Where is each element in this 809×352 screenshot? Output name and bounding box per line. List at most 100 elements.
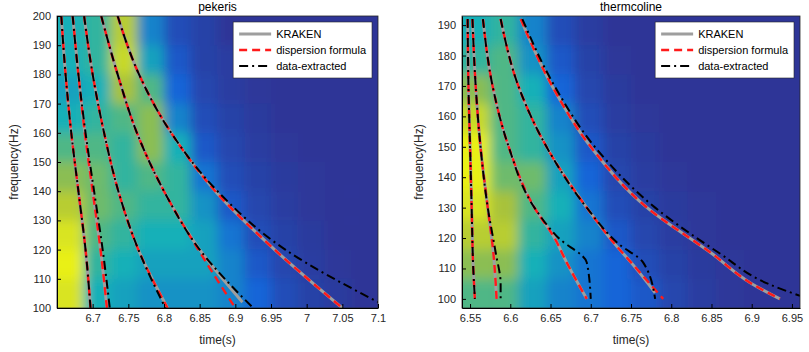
heatmap-cell <box>547 45 576 75</box>
x-tick-label: 6.95 <box>782 312 803 324</box>
heatmap-cell <box>137 45 164 75</box>
heatmap-cell <box>659 250 688 280</box>
y-tick: 190 <box>33 39 61 51</box>
legend-swatch <box>239 33 271 36</box>
panel: 6.556.66.656.76.756.86.856.96.9510011012… <box>412 0 809 347</box>
heatmap-cell <box>325 162 352 192</box>
heatmap-cell <box>631 104 660 134</box>
legend-swatch <box>239 49 271 51</box>
heatmap-cell <box>631 74 660 104</box>
legend: KRAKEN dispersion formula data-extracted <box>233 22 372 78</box>
heatmap-cell <box>631 133 660 163</box>
legend-label: data-extracted <box>276 60 346 72</box>
heatmap-cell <box>218 104 245 134</box>
y-tick-label: 150 <box>438 141 456 153</box>
heatmap-cell <box>659 162 688 192</box>
heatmap-cell <box>687 279 716 308</box>
y-tick-label: 120 <box>33 244 51 256</box>
heatmap-cell <box>659 74 688 104</box>
x-tick: 7 <box>304 304 310 324</box>
mode-curve <box>501 19 664 299</box>
heatmap-cell <box>603 133 632 163</box>
legend-label: dispersion formula <box>276 44 367 56</box>
heatmap-cell <box>518 279 547 308</box>
y-tick-mark <box>57 45 61 46</box>
y-tick: 150 <box>438 141 466 153</box>
mode-curve <box>483 19 587 299</box>
y-tick-mark <box>57 308 61 309</box>
heatmap-cell <box>218 133 245 163</box>
heatmap-cell <box>744 104 773 134</box>
x-tick-label: 6.75 <box>621 312 642 324</box>
heatmap-cell <box>575 74 604 104</box>
x-tick-mark <box>307 304 308 308</box>
heatmap-cell <box>111 133 138 163</box>
x-tick: 7.05 <box>332 304 353 324</box>
heatmap-cell <box>298 162 325 192</box>
y-tick: 150 <box>33 156 61 168</box>
heatmap-cell <box>659 191 688 221</box>
x-tick-mark <box>631 304 632 308</box>
mode-curve <box>521 19 780 299</box>
legend-item: dispersion formula <box>661 44 789 56</box>
y-axis-line <box>462 17 463 309</box>
y-tick-label: 170 <box>438 80 456 92</box>
x-tick-mark <box>342 304 343 308</box>
x-tick: 6.7 <box>86 304 101 324</box>
heatmap-cell <box>772 74 800 104</box>
legend-box <box>655 22 794 78</box>
heatmap-cell <box>659 104 688 134</box>
heatmap-cell <box>164 250 191 280</box>
plot-frame <box>57 16 378 308</box>
heatmap-cell <box>547 16 576 46</box>
heatmap-cell <box>744 133 773 163</box>
x-tick-mark <box>591 304 592 308</box>
y-tick-mark <box>57 250 61 251</box>
mode-curve <box>472 19 496 299</box>
heatmap-cell <box>659 133 688 163</box>
heatmap-cell <box>137 133 164 163</box>
plot-frame <box>462 16 800 308</box>
x-tick: 6.7 <box>584 304 599 324</box>
x-tick: 6.95 <box>261 304 282 324</box>
heatmap-cell <box>111 279 138 308</box>
heatmap-cell <box>351 250 378 280</box>
heatmap-cell <box>244 250 271 280</box>
heatmap <box>57 16 378 308</box>
legend-item: data-extracted <box>239 60 346 72</box>
y-tick-mark <box>462 147 466 148</box>
x-tick: 6.75 <box>118 304 139 324</box>
heatmap <box>462 16 800 308</box>
heatmap-cell <box>271 74 298 104</box>
heatmap-cell <box>575 16 604 46</box>
heatmap-cell <box>772 279 800 308</box>
heatmap-cell <box>547 133 576 163</box>
x-tick-label: 6.8 <box>664 312 679 324</box>
x-tick-label: 7.1 <box>371 312 386 324</box>
heatmap-cell <box>687 74 716 104</box>
figure: 6.76.756.86.856.96.9577.057.110011012013… <box>0 0 809 352</box>
heatmap-cell <box>298 104 325 134</box>
heatmap-cell <box>325 220 352 250</box>
x-tick-mark <box>510 304 511 308</box>
mode-curve <box>521 19 780 299</box>
x-tick: 7.1 <box>371 304 386 324</box>
y-tick: 110 <box>33 273 61 285</box>
y-axis: 100110120130140150160170180190200 <box>33 10 61 314</box>
heatmap-cell <box>111 16 138 46</box>
heatmap-cell <box>244 191 271 221</box>
y-axis-title: frequency(Hz) <box>412 124 426 199</box>
heatmap-cell <box>772 104 800 134</box>
y-tick-mark <box>57 191 61 192</box>
heatmap-cell <box>631 162 660 192</box>
heatmap-cell <box>298 220 325 250</box>
y-tick: 170 <box>33 98 61 110</box>
heatmap-cell <box>744 191 773 221</box>
heatmap-cell <box>351 162 378 192</box>
legend-label: KRAKEN <box>276 28 321 40</box>
y-tick: 130 <box>33 214 61 226</box>
x-tick: 6.6 <box>503 304 518 324</box>
x-axis: 6.556.66.656.76.756.86.856.96.95 <box>460 304 803 324</box>
legend-item: KRAKEN <box>239 28 321 40</box>
heatmap-cell <box>244 74 271 104</box>
